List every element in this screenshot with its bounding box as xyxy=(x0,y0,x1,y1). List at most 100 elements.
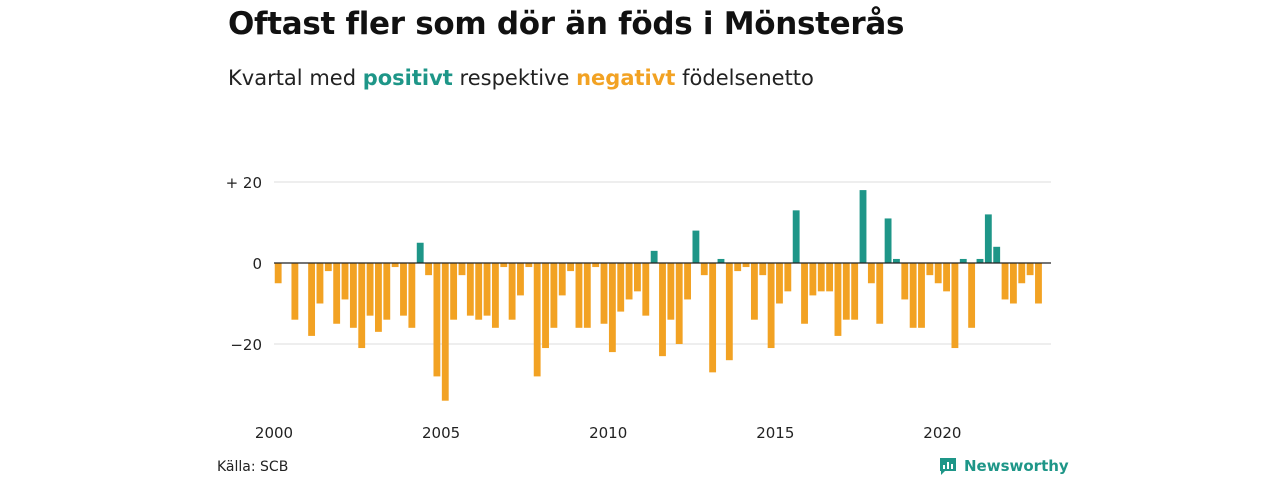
bar xyxy=(600,263,608,324)
bar xyxy=(508,263,516,320)
bar xyxy=(934,263,942,284)
subtitle-positive-word: positivt xyxy=(362,66,453,90)
bar xyxy=(358,263,366,349)
bar xyxy=(767,263,775,349)
bar xyxy=(893,258,900,263)
bar xyxy=(575,263,583,328)
newsworthy-logo-text: Newsworthy xyxy=(964,457,1069,475)
bar xyxy=(333,263,341,324)
bar xyxy=(375,263,382,332)
bar xyxy=(533,263,541,377)
bars xyxy=(274,190,1042,401)
y-tick-label: 0 xyxy=(252,255,262,273)
bar xyxy=(383,263,391,320)
bar xyxy=(1018,263,1026,284)
bar xyxy=(583,263,591,328)
y-tick-label: + 20 xyxy=(226,174,262,192)
bar xyxy=(483,263,491,316)
x-tick-label: 2000 xyxy=(255,424,293,442)
bar xyxy=(759,263,767,276)
x-tick-label: 2005 xyxy=(422,424,460,442)
y-axis-ticks: + 20 0 −20 xyxy=(226,174,262,354)
bar xyxy=(867,263,875,284)
bar xyxy=(475,263,483,320)
newsworthy-logo-icon xyxy=(940,458,956,475)
bar xyxy=(416,242,424,263)
bar xyxy=(558,263,566,296)
bar xyxy=(801,263,808,324)
x-tick-label: 2010 xyxy=(589,424,627,442)
bar xyxy=(341,263,349,300)
bar xyxy=(859,190,867,263)
subtitle-prefix: Kvartal med xyxy=(228,66,357,90)
bar xyxy=(1001,263,1009,300)
bar xyxy=(976,258,984,263)
bar xyxy=(842,263,850,320)
bar xyxy=(433,263,441,377)
bar xyxy=(884,218,892,263)
bar xyxy=(817,263,825,292)
bar xyxy=(650,250,658,263)
newsworthy-logo[interactable]: Newsworthy xyxy=(938,456,1069,476)
bar xyxy=(717,258,725,263)
y-tick-label: −20 xyxy=(230,336,262,354)
bar xyxy=(659,263,666,357)
bar xyxy=(792,210,800,263)
bar xyxy=(909,263,917,328)
bar xyxy=(851,263,859,320)
x-tick-label: 2020 xyxy=(923,424,961,442)
bar xyxy=(776,263,783,304)
bar xyxy=(625,263,633,300)
bar xyxy=(517,263,524,296)
bar xyxy=(634,263,641,292)
bar xyxy=(709,263,717,373)
bar xyxy=(667,263,675,320)
bar xyxy=(943,263,950,292)
bar xyxy=(425,263,432,276)
bar xyxy=(918,263,925,328)
bar xyxy=(550,263,558,328)
bar xyxy=(725,263,733,361)
bar xyxy=(1009,263,1017,304)
bar xyxy=(567,263,575,272)
bar xyxy=(274,263,282,284)
bar xyxy=(400,263,407,316)
bar xyxy=(926,263,934,276)
bar xyxy=(391,263,399,268)
bar xyxy=(525,263,533,268)
bar xyxy=(466,263,474,316)
bar xyxy=(408,263,416,328)
bar xyxy=(692,230,700,263)
bar xyxy=(742,263,750,268)
bar xyxy=(1035,263,1042,304)
subtitle-negative-word: negativt xyxy=(576,66,676,90)
bar xyxy=(826,263,834,292)
chart-title: Oftast fler som dör än föds i Mönsterås xyxy=(228,6,905,42)
bar xyxy=(366,263,374,316)
subtitle-suffix: födelsenetto xyxy=(682,66,814,90)
bar xyxy=(809,263,817,296)
x-tick-label: 2015 xyxy=(756,424,794,442)
bar xyxy=(784,263,792,292)
bar xyxy=(441,263,449,401)
bar xyxy=(951,263,959,349)
source-note: Källa: SCB xyxy=(217,459,289,475)
bar xyxy=(642,263,650,316)
bar xyxy=(324,263,332,272)
bar xyxy=(308,263,316,336)
bar xyxy=(458,263,466,276)
bar xyxy=(491,263,499,328)
bar xyxy=(349,263,357,328)
bar xyxy=(542,263,549,349)
bar xyxy=(684,263,691,300)
bar xyxy=(993,246,1001,263)
bar xyxy=(500,263,508,268)
bar xyxy=(901,263,909,300)
bar xyxy=(291,263,299,320)
bar xyxy=(959,258,967,263)
bar xyxy=(608,263,616,353)
bar xyxy=(750,263,758,320)
bar xyxy=(617,263,625,312)
bar xyxy=(1026,263,1034,276)
bar xyxy=(834,263,842,336)
